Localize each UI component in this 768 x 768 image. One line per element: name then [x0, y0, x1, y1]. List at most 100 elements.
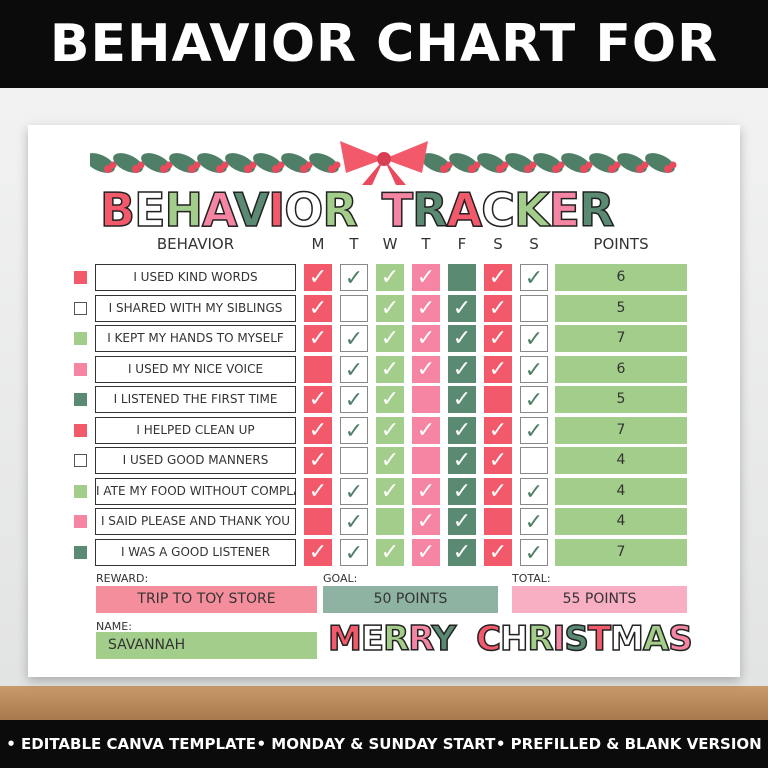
check-icon: ✓	[380, 387, 400, 412]
day-checkbox[interactable]: ✓	[520, 386, 548, 413]
day-checkbox[interactable]: ✓	[484, 325, 512, 352]
day-checkbox[interactable]: ✓	[520, 264, 548, 291]
title-letter: M	[327, 618, 362, 660]
color-swatch	[74, 454, 87, 467]
day-checkbox[interactable]	[448, 264, 476, 291]
day-checkbox[interactable]: ✓	[412, 538, 440, 566]
day-checkbox[interactable]: ✓	[304, 477, 332, 505]
day-checkbox[interactable]: ✓	[304, 538, 332, 566]
behavior-label: I USED KIND WORDS	[95, 264, 296, 291]
day-checkbox[interactable]: ✓	[376, 416, 404, 444]
day-checkbox[interactable]: ✓	[376, 447, 404, 474]
title-letter: T	[381, 182, 414, 238]
name-label: NAME:	[96, 620, 132, 633]
day-checkbox[interactable]: ✓	[520, 477, 548, 505]
day-checkbox[interactable]: ✓	[340, 538, 368, 566]
day-checkbox[interactable]: ✓	[484, 538, 512, 566]
day-checkbox[interactable]: ✓	[448, 416, 476, 444]
check-icon: ✓	[308, 326, 328, 351]
name-field[interactable]: SAVANNAH	[96, 632, 317, 659]
day-checkbox[interactable]	[376, 508, 404, 535]
day-checkbox[interactable]	[520, 447, 548, 474]
goal-field[interactable]: 50 POINTS	[323, 586, 498, 613]
check-icon: ✓	[380, 326, 400, 351]
day-checkbox[interactable]: ✓	[412, 477, 440, 505]
title-letter	[455, 619, 466, 659]
day-checkbox[interactable]: ✓	[448, 294, 476, 322]
day-checkbox[interactable]	[520, 294, 548, 322]
day-checkbox[interactable]: ✓	[376, 325, 404, 352]
day-checkbox[interactable]: ✓	[376, 294, 404, 322]
title-letter: S	[667, 618, 693, 660]
day-checkbox[interactable]: ✓	[412, 294, 440, 322]
day-checkbox[interactable]: ✓	[448, 508, 476, 535]
check-icon: ✓	[416, 417, 436, 443]
banner-title: BEHAVIOR CHART FOR KIDS	[0, 0, 768, 162]
day-checkbox[interactable]	[304, 355, 332, 383]
color-swatch	[74, 515, 87, 528]
total-label: TOTAL:	[512, 572, 551, 585]
day-checkbox[interactable]: ✓	[340, 325, 368, 352]
day-checkbox[interactable]: ✓	[484, 294, 512, 322]
day-checkbox[interactable]	[484, 386, 512, 413]
day-checkbox[interactable]: ✓	[520, 325, 548, 352]
total-field[interactable]: 55 POINTS	[512, 586, 687, 613]
title-letter: B	[99, 182, 136, 238]
day-checkbox[interactable]: ✓	[304, 447, 332, 474]
day-checkbox[interactable]: ✓	[376, 386, 404, 413]
day-checkbox[interactable]: ✓	[484, 477, 512, 505]
day-checkbox[interactable]: ✓	[448, 325, 476, 352]
day-checkbox[interactable]: ✓	[340, 416, 368, 444]
check-icon: ✓	[452, 326, 472, 351]
day-checkbox[interactable]	[412, 386, 440, 413]
day-checkbox[interactable]: ✓	[448, 447, 476, 474]
day-checkbox[interactable]: ✓	[376, 477, 404, 505]
day-checkbox[interactable]: ✓	[340, 386, 368, 413]
day-checkbox[interactable]: ✓	[484, 264, 512, 291]
check-icon: ✓	[488, 417, 508, 443]
title-letter: I	[552, 618, 566, 660]
day-checkbox[interactable]	[340, 294, 368, 322]
check-icon: ✓	[524, 266, 544, 291]
day-checkbox[interactable]: ✓	[448, 386, 476, 413]
check-icon: ✓	[524, 418, 544, 444]
day-checkbox[interactable]: ✓	[484, 355, 512, 383]
day-checkbox[interactable]: ✓	[520, 416, 548, 444]
day-checkbox[interactable]	[412, 447, 440, 474]
day-checkbox[interactable]: ✓	[520, 355, 548, 383]
check-icon: ✓	[452, 448, 472, 473]
day-checkbox[interactable]: ✓	[340, 477, 368, 505]
day-checkbox[interactable]: ✓	[304, 416, 332, 444]
day-checkbox[interactable]	[484, 508, 512, 535]
title-letter: E	[133, 182, 166, 238]
day-checkbox[interactable]: ✓	[412, 416, 440, 444]
day-checkbox[interactable]: ✓	[376, 538, 404, 566]
day-checkbox[interactable]: ✓	[340, 264, 368, 291]
day-checkbox[interactable]: ✓	[412, 325, 440, 352]
points-value: 6	[555, 355, 687, 383]
day-checkbox[interactable]: ✓	[412, 264, 440, 291]
day-checkbox[interactable]	[304, 508, 332, 535]
day-checkbox[interactable]: ✓	[448, 538, 476, 566]
day-checkbox[interactable]: ✓	[448, 477, 476, 505]
day-checkbox[interactable]: ✓	[484, 416, 512, 444]
day-checkbox[interactable]: ✓	[448, 355, 476, 383]
day-checkbox[interactable]: ✓	[304, 386, 332, 413]
day-checkbox[interactable]: ✓	[340, 508, 368, 535]
day-checkbox[interactable]: ✓	[412, 508, 440, 535]
day-checkbox[interactable]: ✓	[484, 447, 512, 474]
day-checkbox[interactable]: ✓	[304, 325, 332, 352]
title-letter: R	[322, 182, 359, 238]
day-checkbox[interactable]: ✓	[520, 538, 548, 566]
day-checkbox[interactable]: ✓	[520, 508, 548, 535]
day-checkbox[interactable]: ✓	[376, 264, 404, 291]
reward-field[interactable]: TRIP TO TOY STORE	[96, 586, 317, 613]
day-checkbox[interactable]: ✓	[340, 355, 368, 383]
day-checkbox[interactable]: ✓	[412, 355, 440, 383]
day-checkbox[interactable]: ✓	[376, 355, 404, 383]
day-checkbox[interactable]: ✓	[304, 264, 332, 291]
check-icon: ✓	[416, 478, 436, 504]
day-checkbox[interactable]: ✓	[304, 294, 332, 322]
title-letter: C	[480, 182, 515, 238]
day-checkbox[interactable]	[340, 447, 368, 474]
